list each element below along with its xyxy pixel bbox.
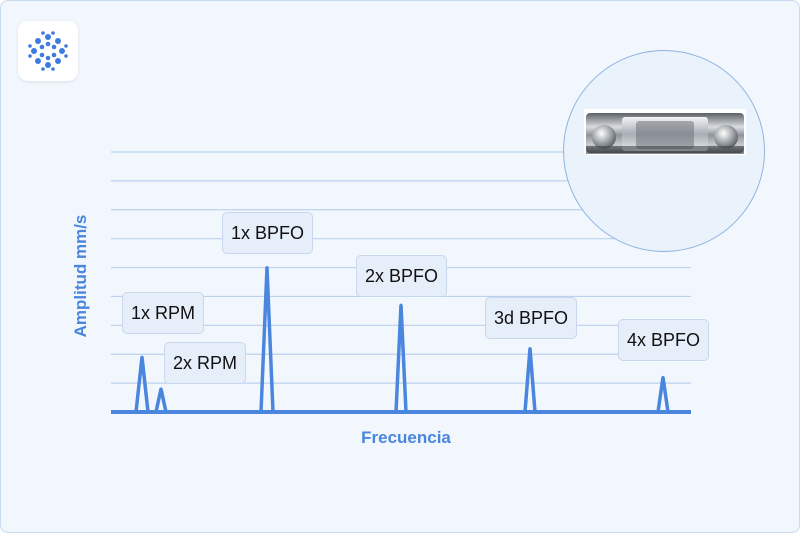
bearing-photo (563, 50, 765, 252)
peak-label-1: 2x RPM (164, 342, 247, 384)
logo-icon (18, 21, 78, 81)
peak-point-3 (399, 303, 403, 307)
peak-point-2 (265, 266, 269, 270)
peak-label-4: 3d BPFO (485, 297, 578, 339)
ball-bearing-photo (584, 109, 746, 155)
peak-label-3: 2x BPFO (356, 255, 448, 297)
peak-point-4 (528, 346, 532, 350)
dotted-circle-logo-icon (28, 31, 68, 71)
x-axis-label: Frecuencia (361, 428, 451, 447)
peak-label-0: 1x RPM (122, 292, 205, 334)
peak-point-1 (159, 387, 163, 391)
peak-label-5: 4x BPFO (618, 319, 710, 361)
peak-point-0 (140, 355, 144, 359)
peak-point-5 (661, 375, 665, 379)
peak-label-2: 1x BPFO (222, 212, 314, 254)
